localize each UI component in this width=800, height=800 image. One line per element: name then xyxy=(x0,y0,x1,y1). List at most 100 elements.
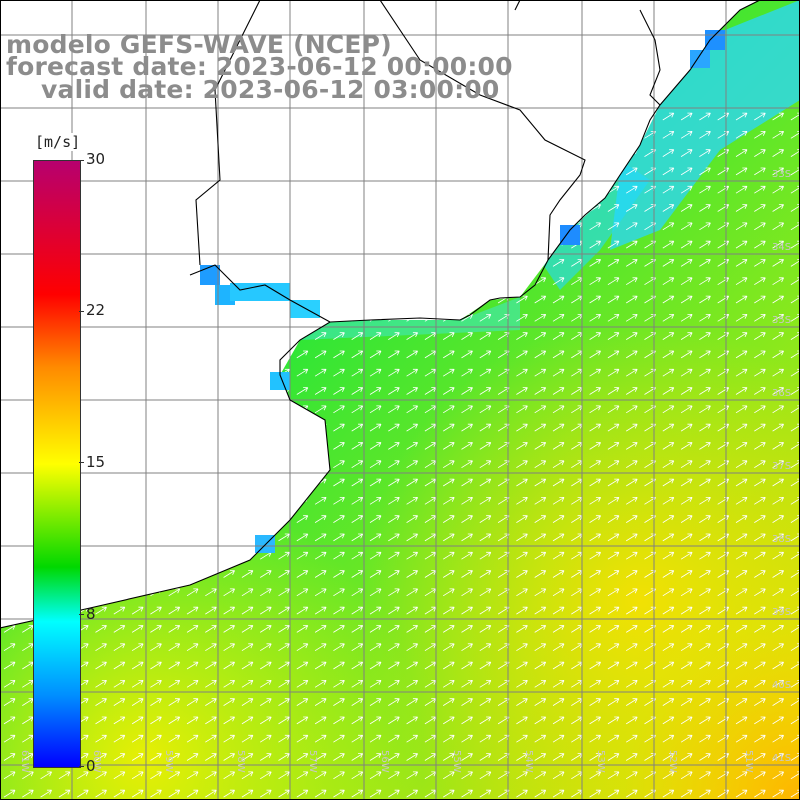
wind-arrow xyxy=(772,643,784,652)
wind-arrow xyxy=(259,588,272,597)
wind-arrow xyxy=(479,368,492,377)
wind-arrow xyxy=(625,314,638,322)
wind-arrow xyxy=(735,606,748,615)
wind-arrow xyxy=(131,716,144,725)
wind-arrow xyxy=(735,716,748,725)
wind-arrow xyxy=(205,734,217,743)
wind-arrow xyxy=(259,570,272,578)
wind-arrow xyxy=(150,698,162,706)
wind-arrow xyxy=(369,350,382,359)
wind-arrow xyxy=(278,698,290,706)
latitude-label: 40S xyxy=(772,680,791,691)
wind-arrow xyxy=(442,460,455,469)
wind-arrow xyxy=(168,771,181,780)
wind-arrow xyxy=(607,387,620,395)
wind-arrow xyxy=(333,625,345,633)
wind-arrow xyxy=(772,533,784,542)
wind-arrow xyxy=(552,259,565,267)
wind-arrow xyxy=(662,423,675,432)
wind-arrow xyxy=(479,460,492,469)
wind-arrow xyxy=(772,698,784,706)
wind-arrow xyxy=(406,570,418,578)
wind-arrow xyxy=(223,753,235,761)
wind-arrow xyxy=(351,551,364,560)
wind-arrow xyxy=(735,680,748,688)
wind-arrow xyxy=(680,734,693,743)
wind-arrow xyxy=(607,734,620,743)
wind-arrow xyxy=(534,295,547,304)
wind-arrow xyxy=(607,698,620,706)
wind-arrow xyxy=(662,533,675,542)
wind-arrow xyxy=(314,698,327,706)
wind-arrow xyxy=(369,460,382,469)
wind-arrow xyxy=(296,625,309,633)
wind-arrow xyxy=(406,515,418,523)
wind-arrow xyxy=(680,716,693,725)
wind-arrow xyxy=(754,222,766,231)
wind-arrow xyxy=(680,204,693,212)
wind-arrow xyxy=(699,277,711,286)
wind-arrow xyxy=(223,698,235,706)
wind-arrow xyxy=(241,716,254,725)
wind-arrow xyxy=(625,405,638,414)
wind-arrow xyxy=(479,716,492,725)
wind-arrow xyxy=(625,240,638,249)
wind-arrow xyxy=(406,698,418,706)
wind-arrow xyxy=(772,606,784,615)
wind-arrow xyxy=(552,332,565,340)
wind-arrow xyxy=(552,277,565,286)
wind-arrow xyxy=(479,643,492,652)
wind-arrow xyxy=(333,533,345,542)
wind-arrow xyxy=(735,734,748,743)
wind-arrow xyxy=(534,606,547,615)
wind-arrow xyxy=(772,368,784,377)
wind-arrow xyxy=(735,185,748,194)
wind-arrow xyxy=(772,185,784,194)
wind-arrow xyxy=(534,570,547,578)
wind-arrow xyxy=(552,588,565,597)
wind-arrow xyxy=(699,680,711,688)
wind-arrow xyxy=(333,460,345,469)
wind-arrow xyxy=(314,753,327,761)
wind-arrow xyxy=(552,716,565,725)
wind-arrow xyxy=(625,185,638,194)
wind-arrow xyxy=(388,442,400,450)
wind-arrow xyxy=(699,222,711,231)
wind-arrow xyxy=(680,551,693,560)
wind-arrow xyxy=(278,533,290,542)
wind-arrow xyxy=(699,588,711,597)
wind-arrow xyxy=(369,606,382,615)
wind-arrow xyxy=(662,588,675,597)
wind-arrow xyxy=(534,643,547,652)
wind-arrow xyxy=(680,387,693,395)
wind-arrow xyxy=(680,661,693,670)
wind-arrow xyxy=(442,643,455,652)
wind-arrow xyxy=(388,643,400,652)
wind-arrow xyxy=(754,533,766,542)
wind-arrow xyxy=(388,497,400,505)
wind-arrow xyxy=(699,314,711,322)
wind-arrow xyxy=(296,570,309,578)
longitude-label: 54W xyxy=(523,750,534,773)
wind-arrow xyxy=(351,442,364,450)
wind-arrow xyxy=(662,295,675,304)
wind-arrow xyxy=(479,588,492,597)
wind-arrow xyxy=(369,753,382,761)
wind-arrow xyxy=(22,625,34,633)
latitude-label: 41S xyxy=(772,753,791,764)
wind-arrow xyxy=(296,515,309,523)
wind-arrow xyxy=(772,405,784,414)
wind-arrow xyxy=(314,661,327,670)
wind-arrow xyxy=(388,350,400,359)
wind-arrow xyxy=(351,387,364,395)
wind-arrow xyxy=(442,533,455,542)
wind-arrow xyxy=(442,442,455,450)
wind-arrow xyxy=(680,588,693,597)
wind-arrow xyxy=(241,753,254,761)
wind-arrow xyxy=(296,771,309,780)
wind-arrow xyxy=(680,442,693,450)
wind-arrow xyxy=(369,643,382,652)
wind-arrow xyxy=(607,606,620,615)
wind-arrow xyxy=(516,588,528,597)
wind-arrow xyxy=(662,368,675,377)
